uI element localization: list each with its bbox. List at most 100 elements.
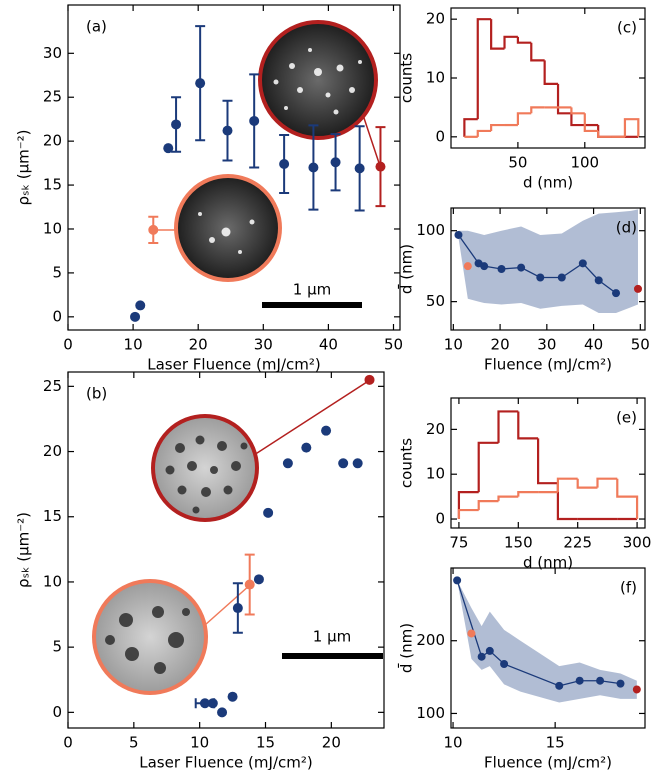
plot-frame: [67, 371, 385, 729]
point: [596, 676, 605, 685]
histogram-step: [497, 495, 519, 502]
histogram-step: [537, 438, 558, 485]
x-axis-label: Fluence (mJ/cm²): [484, 356, 612, 374]
connector: [204, 584, 251, 626]
x-tick-label: 15: [256, 734, 275, 752]
y-tick-label: 25: [43, 88, 62, 106]
point: [375, 161, 386, 172]
histogram-step: [476, 129, 492, 137]
y-axis-label: ρₛₖ (μm⁻²): [15, 129, 33, 205]
point: [578, 259, 587, 268]
point: [308, 162, 319, 173]
x-tick-label: 40: [584, 336, 603, 354]
x-tick-label: 0: [63, 734, 73, 752]
y-tick-label: 25: [43, 377, 62, 395]
inset-blobs: [165, 435, 248, 514]
histogram-step: [543, 60, 559, 85]
histogram-step: [497, 410, 519, 443]
point: [633, 284, 642, 293]
point: [612, 289, 621, 298]
x-tick-label: 15: [546, 734, 565, 752]
point: [480, 262, 489, 271]
x-tick-label: 50: [631, 336, 650, 354]
panel-label: (b): [86, 385, 107, 403]
histogram-step: [556, 477, 578, 493]
histogram-step: [490, 123, 505, 131]
y-tick-label: 10: [426, 69, 445, 87]
point: [249, 115, 260, 126]
histogram-step: [556, 483, 578, 521]
x-tick-label: 0: [63, 336, 73, 354]
point: [575, 676, 584, 685]
point: [301, 442, 312, 453]
plot-frame: [450, 207, 646, 331]
x-axis-label: d (nm): [523, 554, 573, 572]
point: [364, 374, 375, 385]
y-tick-label: 10: [426, 465, 445, 483]
x-axis-label: Laser Fluence (mJ/cm²): [147, 356, 320, 374]
inset-spots: [198, 212, 255, 254]
y-tick-label: 0: [52, 703, 62, 721]
connector: [361, 111, 381, 167]
point: [557, 273, 566, 282]
x-axis-label: Fluence (mJ/cm²): [484, 754, 612, 770]
point: [632, 685, 641, 694]
y-tick-label: 10: [43, 219, 62, 237]
inset-blobs: [105, 606, 190, 674]
inset-b: 1 μm: [92, 379, 383, 695]
point: [453, 576, 462, 585]
y-tick-label: 200: [416, 631, 445, 649]
histogram-step: [516, 112, 532, 126]
histogram-step: [556, 83, 572, 115]
point: [199, 698, 210, 709]
histogram-step: [463, 118, 478, 137]
scale-bar-label: 1 μm: [313, 628, 351, 646]
point: [263, 507, 274, 518]
plot-frame: [450, 397, 646, 529]
x-tick-label: 5: [129, 734, 139, 752]
y-axis-label: d̄ (nm): [397, 244, 416, 294]
y-tick-label: 100: [416, 221, 445, 239]
panel-label: (c): [617, 19, 637, 37]
histogram-step: [570, 107, 585, 115]
point: [130, 311, 141, 322]
point: [135, 300, 146, 311]
plot-frame: [450, 567, 646, 729]
histogram-step: [597, 130, 612, 138]
x-tick-label: 150: [504, 534, 533, 552]
plot-frame: [67, 4, 401, 331]
histogram-step: [623, 118, 640, 137]
histogram-step: [616, 478, 639, 520]
y-axis-label: counts: [398, 438, 416, 488]
x-tick-label: 10: [190, 734, 209, 752]
y-tick-label: 20: [426, 420, 445, 438]
x-tick-label: 10: [443, 734, 462, 752]
y-tick-label: 0: [52, 307, 62, 325]
x-tick-label: 30: [537, 336, 556, 354]
y-tick-label: 20: [43, 442, 62, 460]
x-tick-label: 50: [384, 336, 403, 354]
scale-bar: [282, 653, 383, 659]
y-tick-label: 50: [426, 292, 445, 310]
x-tick-label: 100: [570, 154, 599, 172]
histogram-step: [517, 491, 539, 497]
x-tick-label: 20: [189, 336, 208, 354]
plot-frame: [450, 7, 646, 149]
panel-label: (a): [86, 18, 107, 36]
y-tick-label: 15: [43, 507, 62, 525]
x-tick-label: 10: [444, 336, 463, 354]
point: [594, 276, 603, 285]
histogram-step: [503, 35, 518, 49]
point: [279, 158, 290, 169]
point: [454, 230, 463, 239]
point: [253, 574, 264, 585]
point: [222, 125, 233, 136]
histogram-step: [530, 42, 545, 62]
x-tick-label: 50: [508, 154, 527, 172]
histogram-step: [490, 19, 505, 50]
point: [536, 273, 545, 282]
y-axis-label: counts: [398, 53, 416, 103]
x-axis-label: Laser Fluence (mJ/cm²): [139, 754, 312, 770]
y-axis-label: d̄ (nm): [397, 623, 416, 673]
